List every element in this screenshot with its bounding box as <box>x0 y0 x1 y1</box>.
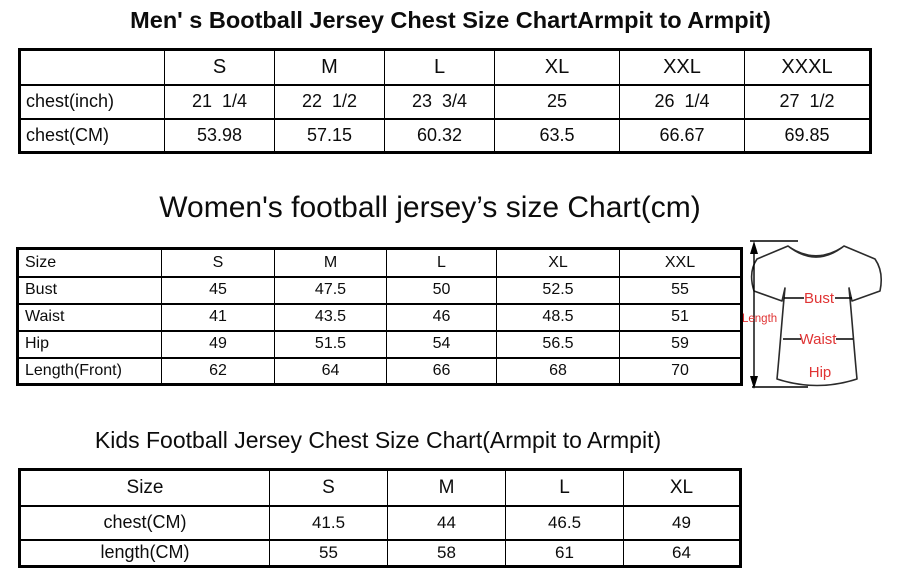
men-header-l: L <box>384 48 495 86</box>
women-bust-xl: 52.5 <box>496 275 620 305</box>
kids-chest-s: 41.5 <box>269 504 388 541</box>
women-waist-l: 46 <box>386 302 497 332</box>
women-length-xl: 68 <box>496 356 620 386</box>
kids-chart-title: Kids Football Jersey Chest Size Chart(Ar… <box>94 427 662 453</box>
men-chest-inch-xxxl: 27 1/2 <box>744 83 871 120</box>
kids-length-row: length(CM) 55 58 61 64 <box>19 538 741 568</box>
men-chest-cm-s: 53.98 <box>164 117 275 154</box>
women-bust-s: 45 <box>161 275 275 305</box>
bust-label: Bust <box>804 290 835 307</box>
women-waist-m: 43.5 <box>274 302 387 332</box>
women-hip-row: Hip 49 51.5 54 56.5 59 <box>17 329 742 359</box>
women-row-label: Hip <box>17 329 162 359</box>
hip-label: Hip <box>809 364 832 381</box>
men-chest-inch-row: chest(inch) 21 1/4 22 1/2 23 3/4 25 26 1… <box>19 83 871 120</box>
kids-chest-l: 46.5 <box>505 504 624 541</box>
kids-chest-xl: 49 <box>623 504 741 541</box>
men-chest-cm-xl: 63.5 <box>494 117 620 154</box>
women-length-l: 66 <box>386 356 497 386</box>
men-chest-cm-xxxl: 69.85 <box>744 117 871 154</box>
women-hip-xl: 56.5 <box>496 329 620 359</box>
women-length-m: 64 <box>274 356 387 386</box>
women-waist-xxl: 51 <box>619 302 742 332</box>
men-chest-inch-xl: 25 <box>494 83 620 120</box>
kids-header-m: M <box>387 468 506 507</box>
kids-chest-m: 44 <box>387 504 506 541</box>
women-hip-xxl: 59 <box>619 329 742 359</box>
women-hip-m: 51.5 <box>274 329 387 359</box>
women-header-m: M <box>274 247 387 278</box>
men-chest-cm-m: 57.15 <box>274 117 385 154</box>
tshirt-measure-diagram: Length Bust Waist Hip <box>742 240 882 389</box>
women-hip-s: 49 <box>161 329 275 359</box>
men-size-table: S M L XL XXL XXXL chest(inch) 21 1/4 22 … <box>18 48 872 154</box>
waist-label: Waist <box>800 331 838 348</box>
kids-size-table: Size S M L XL chest(CM) 41.5 44 46.5 49 … <box>18 468 742 568</box>
men-header-xl: XL <box>494 48 620 86</box>
women-waist-xl: 48.5 <box>496 302 620 332</box>
women-header-xxl: XXL <box>619 247 742 278</box>
women-header-row: Size S M L XL XXL <box>17 247 742 278</box>
kids-chest-row: chest(CM) 41.5 44 46.5 49 <box>19 504 741 541</box>
kids-header-xl: XL <box>623 468 741 507</box>
kids-row-label: length(CM) <box>19 538 270 568</box>
women-chart-title: Women's football jersey’s size Chart(cm) <box>159 191 701 224</box>
kids-row-label: chest(CM) <box>19 504 270 541</box>
women-length-s: 62 <box>161 356 275 386</box>
men-chest-cm-row: chest(CM) 53.98 57.15 60.32 63.5 66.67 6… <box>19 117 871 154</box>
men-header-xxl: XXL <box>619 48 745 86</box>
tshirt-outline <box>750 245 882 387</box>
men-row-label: chest(CM) <box>19 117 165 154</box>
kids-header-s: S <box>269 468 388 507</box>
men-chest-cm-xxl: 66.67 <box>619 117 745 154</box>
women-waist-row: Waist 41 43.5 46 48.5 51 <box>17 302 742 332</box>
women-length-row: Length(Front) 62 64 66 68 70 <box>17 356 742 386</box>
women-header-xl: XL <box>496 247 620 278</box>
men-header-s: S <box>164 48 275 86</box>
women-bust-l: 50 <box>386 275 497 305</box>
women-header-s: S <box>161 247 275 278</box>
men-chart-title: Men' s Bootball Jersey Chest Size ChartA… <box>130 7 771 33</box>
men-row-label: chest(inch) <box>19 83 165 120</box>
women-header-l: L <box>386 247 497 278</box>
men-chest-inch-s: 21 1/4 <box>164 83 275 120</box>
women-header-size: Size <box>17 247 162 278</box>
men-chest-cm-l: 60.32 <box>384 117 495 154</box>
women-row-label: Length(Front) <box>17 356 162 386</box>
women-size-table: Size S M L XL XXL Bust 45 47.5 50 52.5 5… <box>16 247 743 386</box>
men-header-xxxl: XXXL <box>744 48 871 86</box>
kids-length-l: 61 <box>505 538 624 568</box>
men-header-m: M <box>274 48 385 86</box>
women-waist-s: 41 <box>161 302 275 332</box>
women-bust-xxl: 55 <box>619 275 742 305</box>
women-row-label: Waist <box>17 302 162 332</box>
men-chest-inch-m: 22 1/2 <box>274 83 385 120</box>
length-label: Length <box>742 313 777 325</box>
women-bust-m: 47.5 <box>274 275 387 305</box>
length-arrow <box>750 240 808 389</box>
women-hip-l: 54 <box>386 329 497 359</box>
kids-header-row: Size S M L XL <box>19 468 741 507</box>
kids-length-s: 55 <box>269 538 388 568</box>
women-length-xxl: 70 <box>619 356 742 386</box>
men-header-empty <box>19 48 165 86</box>
men-header-row: S M L XL XXL XXXL <box>19 48 871 86</box>
kids-header-l: L <box>505 468 624 507</box>
women-bust-row: Bust 45 47.5 50 52.5 55 <box>17 275 742 305</box>
men-chest-inch-l: 23 3/4 <box>384 83 495 120</box>
women-row-label: Bust <box>17 275 162 305</box>
kids-length-m: 58 <box>387 538 506 568</box>
men-chest-inch-xxl: 26 1/4 <box>619 83 745 120</box>
kids-length-xl: 64 <box>623 538 741 568</box>
kids-header-size: Size <box>19 468 270 507</box>
